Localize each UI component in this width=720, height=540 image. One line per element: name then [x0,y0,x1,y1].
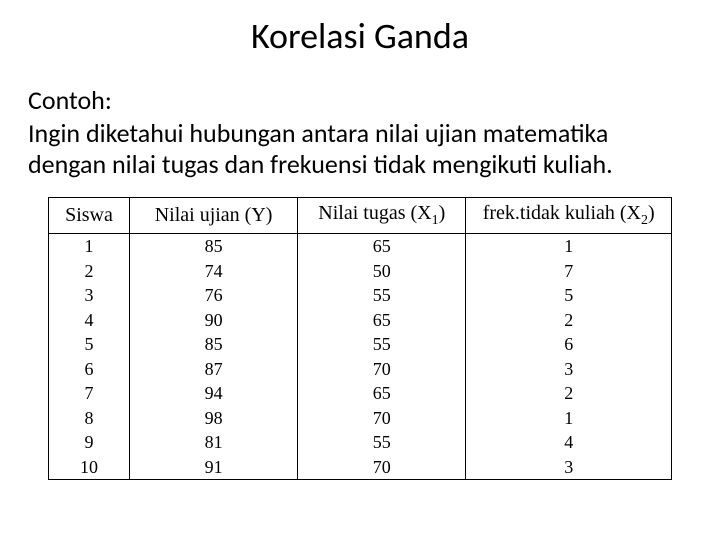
cell-y: 76 [129,283,297,308]
cell-x2: 2 [466,308,672,333]
cell-x1: 50 [298,259,466,284]
cell-siswa: 3 [49,283,130,308]
cell-x1: 65 [298,234,466,259]
table-row: 3 76 55 5 [49,283,672,308]
cell-siswa: 9 [49,430,130,455]
table-row: 10 91 70 3 [49,455,672,480]
col-header-x2-pre: frek.tidak kuliah (X [483,202,641,224]
col-header-x1-post: ) [439,202,446,224]
col-header-x1: Nilai tugas (X1) [298,198,466,234]
cell-y: 81 [129,430,297,455]
col-header-siswa: Siswa [49,198,130,234]
page-title: Korelasi Ganda [28,14,692,58]
cell-siswa: 10 [49,455,130,480]
table-row: 1 85 65 1 [49,234,672,259]
cell-x1: 55 [298,283,466,308]
col-header-y: Nilai ujian (Y) [129,198,297,234]
table-row: 9 81 55 4 [49,430,672,455]
cell-y: 98 [129,406,297,431]
col-header-x1-sub: 1 [432,213,439,228]
cell-x2: 4 [466,430,672,455]
cell-x2: 2 [466,381,672,406]
cell-siswa: 5 [49,332,130,357]
cell-x1: 70 [298,357,466,382]
cell-x2: 1 [466,406,672,431]
table-row: 2 74 50 7 [49,259,672,284]
cell-siswa: 8 [49,406,130,431]
cell-x2: 1 [466,234,672,259]
cell-y: 85 [129,332,297,357]
table-row: 5 85 55 6 [49,332,672,357]
col-header-x2: frek.tidak kuliah (X2) [466,198,672,234]
cell-siswa: 4 [49,308,130,333]
col-header-x1-pre: Nilai tugas (X [318,202,431,224]
data-table-container: Siswa Nilai ujian (Y) Nilai tugas (X1) f… [48,197,672,480]
cell-x2: 6 [466,332,672,357]
table-row: 8 98 70 1 [49,406,672,431]
cell-y: 91 [129,455,297,480]
cell-y: 90 [129,308,297,333]
cell-x2: 5 [466,283,672,308]
col-header-x2-sub: 2 [641,213,648,228]
cell-x1: 55 [298,430,466,455]
cell-x1: 65 [298,381,466,406]
cell-y: 74 [129,259,297,284]
cell-x1: 70 [298,406,466,431]
cell-x2: 3 [466,357,672,382]
table-row: 6 87 70 3 [49,357,672,382]
table-body: 1 85 65 1 2 74 50 7 3 76 55 5 4 90 65 [49,234,672,480]
cell-x1: 65 [298,308,466,333]
contoh-label: Contoh: [28,84,692,116]
cell-x1: 70 [298,455,466,480]
data-table: Siswa Nilai ujian (Y) Nilai tugas (X1) f… [48,197,672,480]
col-header-x2-post: ) [648,202,655,224]
cell-x1: 55 [298,332,466,357]
table-row: 4 90 65 2 [49,308,672,333]
description-text: Ingin diketahui hubungan antara nilai uj… [28,118,692,179]
cell-siswa: 1 [49,234,130,259]
table-header-row: Siswa Nilai ujian (Y) Nilai tugas (X1) f… [49,198,672,234]
cell-siswa: 2 [49,259,130,284]
cell-x2: 7 [466,259,672,284]
table-row: 7 94 65 2 [49,381,672,406]
cell-siswa: 7 [49,381,130,406]
cell-x2: 3 [466,455,672,480]
cell-y: 85 [129,234,297,259]
cell-y: 94 [129,381,297,406]
cell-siswa: 6 [49,357,130,382]
cell-y: 87 [129,357,297,382]
